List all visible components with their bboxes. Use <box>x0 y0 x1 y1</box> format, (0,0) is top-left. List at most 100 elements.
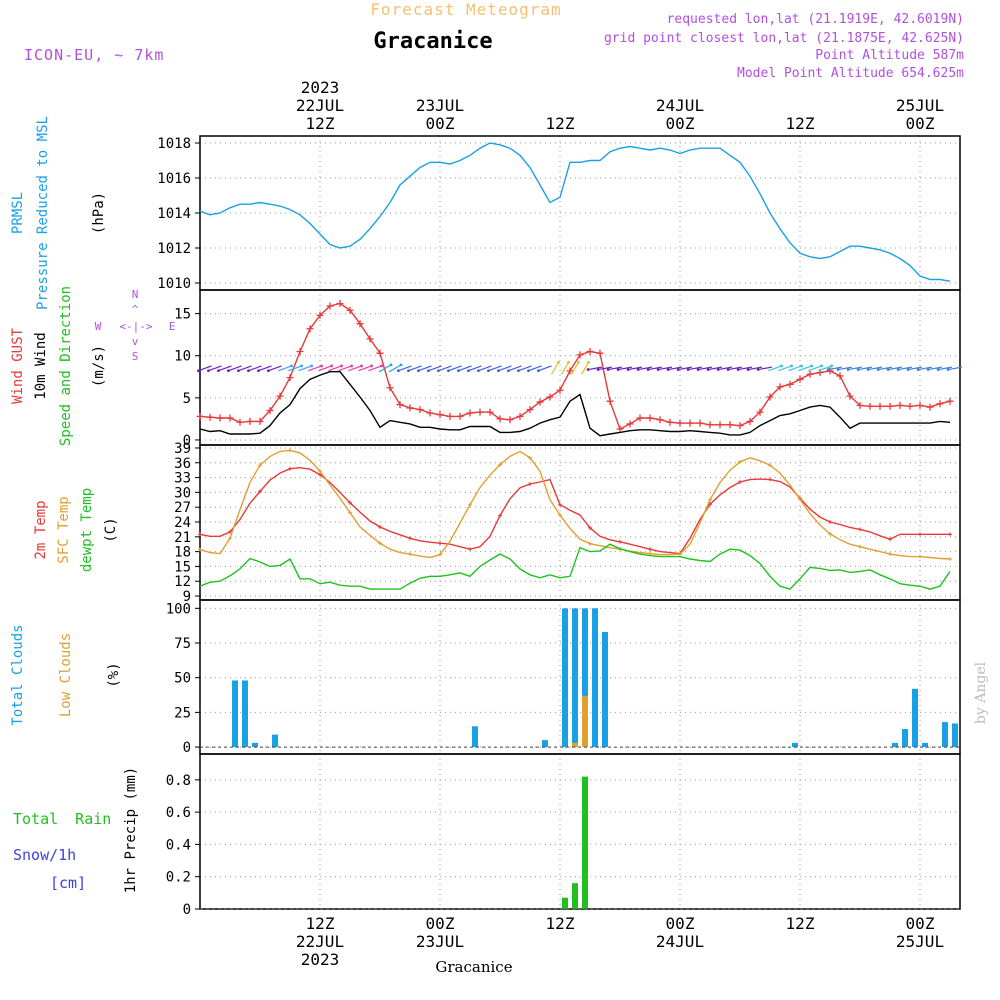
series-line <box>199 302 951 430</box>
wind-arrow <box>878 366 892 371</box>
wind-arrowhead <box>350 364 353 368</box>
gust-marker <box>946 397 954 405</box>
wind-axis-titles: Wind GUST 10m Wind Speed and Direction (… <box>10 286 107 446</box>
wind-arrowhead <box>577 360 580 364</box>
bar <box>582 608 588 748</box>
wind-arrow <box>658 366 672 371</box>
gust-marker <box>886 402 894 410</box>
gust-marker <box>426 409 434 417</box>
wind-arrow <box>218 365 232 372</box>
model-label: ICON-EU, ~ 7km <box>24 46 164 64</box>
wind-arrowhead <box>320 364 323 368</box>
top-time-label: 12Z <box>786 114 815 133</box>
temp-unit-label: (C) <box>103 517 119 542</box>
gust-marker <box>676 419 684 427</box>
bar <box>892 742 898 748</box>
wind-arrowhead <box>646 368 650 371</box>
wind-arrow <box>808 365 822 372</box>
wind-arrowhead <box>207 369 210 373</box>
wind-arrowhead <box>507 369 510 373</box>
gust-marker <box>766 393 774 401</box>
gust-marker <box>786 380 794 388</box>
wind-speed-dir-label: Speed and Direction <box>58 286 74 446</box>
wind-arrowhead <box>706 368 710 371</box>
gust-marker <box>406 404 414 412</box>
temp-marker <box>288 466 292 471</box>
pressure-axis-titles: PRMSL Pressure Reduced to MSL (hPa) <box>10 116 107 310</box>
wind-arrowhead <box>790 364 793 368</box>
gust-marker <box>476 408 484 416</box>
gust-label: Wind GUST <box>10 328 26 404</box>
wind-arrowhead <box>370 364 373 368</box>
gust-marker <box>416 406 424 414</box>
wind-arrow <box>288 365 302 372</box>
clouds-panel: 0 25 50 75 100 <box>166 599 961 756</box>
wind-arrowhead <box>876 368 880 371</box>
y-tick-label: 10 <box>174 349 191 365</box>
wind-arrow <box>728 366 742 371</box>
wind-arrowhead <box>497 369 500 373</box>
gust-marker <box>576 351 584 359</box>
temp-marker <box>498 462 502 467</box>
bottom-time-label: 00Z <box>426 914 455 933</box>
compass-north: N <box>132 288 139 301</box>
wind-arrow <box>428 365 442 372</box>
gust-marker <box>906 402 914 410</box>
gust-marker <box>876 402 884 410</box>
y-tick-label: 1018 <box>157 136 191 152</box>
bar <box>562 608 568 748</box>
wind-arrow <box>488 365 502 372</box>
wind-arrow <box>278 365 292 372</box>
bar <box>942 722 948 748</box>
bar <box>252 742 258 748</box>
wind-arrowhead <box>330 364 333 368</box>
wind-arrow <box>468 365 482 372</box>
wind-arrow <box>788 365 802 372</box>
wind-arrow <box>868 366 882 371</box>
wind-arrowhead <box>527 369 530 373</box>
gust-marker <box>896 401 904 409</box>
wind-arrowhead <box>586 368 590 371</box>
wind-arrowhead <box>467 369 470 373</box>
temp-marker <box>588 541 592 546</box>
point-altitude: Point Altitude 587m <box>815 48 964 63</box>
wind-arrowhead <box>676 368 680 371</box>
y-tick-label: 25 <box>174 705 191 721</box>
wind-arrow <box>408 365 422 372</box>
wind-arrow <box>588 366 602 371</box>
gust-marker <box>686 419 694 427</box>
wind-arrow <box>928 366 942 371</box>
bottom-time-label: 23JUL <box>416 932 464 951</box>
gust-marker <box>726 421 734 429</box>
wind-arrow <box>298 365 312 372</box>
bottom-time-label: 00Z <box>666 914 695 933</box>
gust-marker <box>216 414 224 422</box>
wind-arrowhead <box>826 368 830 371</box>
gust-marker <box>796 375 804 383</box>
gust-marker <box>716 421 724 429</box>
prmsl-unit-label: (hPa) <box>91 192 107 234</box>
wind-arrow <box>758 366 772 371</box>
y-tick-label: 0 <box>183 902 191 918</box>
bar <box>572 608 578 748</box>
wind-arrowhead <box>866 368 870 371</box>
gust-marker <box>396 401 404 409</box>
bottom-time-label: 24JUL <box>656 932 704 951</box>
wind-arrowhead <box>437 369 440 373</box>
wind-arrow <box>848 366 862 371</box>
gust-marker <box>856 401 864 409</box>
wind-arrow <box>438 365 452 372</box>
y-tick-label: 1010 <box>157 276 191 292</box>
series-line <box>199 543 951 590</box>
gust-marker <box>306 325 314 333</box>
wind-arrowhead <box>626 368 630 371</box>
wind-arrowhead <box>399 363 403 367</box>
top-time-label: 24JUL <box>656 96 704 115</box>
wind-arrow <box>618 366 632 371</box>
bottom-time-label: 2023 <box>301 950 340 969</box>
wind-arrow <box>560 361 570 375</box>
y-tick-label: 15 <box>174 307 191 323</box>
wind-arrowhead <box>820 364 823 368</box>
y-tick-label: 0.8 <box>166 773 191 789</box>
